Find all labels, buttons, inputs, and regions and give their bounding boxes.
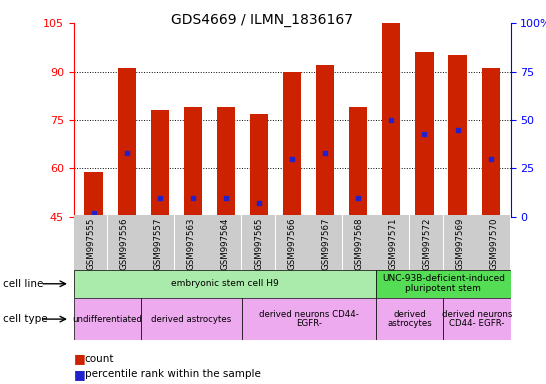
Text: GSM997555: GSM997555 (86, 217, 95, 270)
Bar (283, 71, 301, 217)
Text: percentile rank within the sample: percentile rank within the sample (85, 369, 260, 379)
Bar (217, 107, 235, 217)
Text: GDS4669 / ILMN_1836167: GDS4669 / ILMN_1836167 (171, 13, 353, 27)
Text: count: count (85, 354, 114, 364)
Text: derived neurons
CD44- EGFR-: derived neurons CD44- EGFR- (442, 310, 512, 328)
Text: GSM997556: GSM997556 (120, 217, 129, 270)
Text: derived neurons CD44-
EGFR-: derived neurons CD44- EGFR- (259, 310, 359, 328)
Text: GSM997557: GSM997557 (153, 217, 162, 270)
Text: undifferentiated: undifferentiated (73, 314, 143, 324)
Bar (443, 298, 511, 340)
Bar (117, 68, 136, 217)
Bar (376, 215, 410, 292)
Point (122, 150, 131, 156)
Bar (376, 298, 443, 340)
Bar (209, 215, 241, 292)
Point (188, 195, 197, 201)
Bar (376, 270, 511, 298)
Bar (175, 215, 208, 292)
Bar (444, 215, 477, 292)
Bar (74, 298, 141, 340)
Bar (85, 172, 103, 217)
Text: cell type: cell type (3, 314, 48, 324)
Point (420, 131, 429, 137)
Bar (477, 215, 510, 292)
Text: GSM997572: GSM997572 (422, 217, 431, 270)
Bar (448, 55, 467, 217)
Text: derived
astrocytes: derived astrocytes (387, 310, 432, 328)
Bar (416, 52, 434, 217)
Bar (382, 23, 400, 217)
Bar (141, 298, 242, 340)
Bar (184, 107, 202, 217)
Bar (316, 65, 334, 217)
Bar (349, 107, 367, 217)
Bar (242, 298, 376, 340)
Bar (482, 68, 500, 217)
Bar (151, 110, 169, 217)
Bar (410, 215, 443, 292)
Point (387, 117, 396, 123)
Text: GSM997570: GSM997570 (489, 217, 498, 270)
Text: GSM997564: GSM997564 (221, 217, 229, 270)
Text: derived astrocytes: derived astrocytes (151, 314, 232, 324)
Bar (74, 270, 376, 298)
Bar (141, 215, 174, 292)
Text: GSM997565: GSM997565 (254, 217, 263, 270)
Point (486, 156, 495, 162)
Text: cell line: cell line (3, 279, 43, 289)
Text: GSM997563: GSM997563 (187, 217, 196, 270)
Point (288, 156, 296, 162)
Text: GSM997569: GSM997569 (455, 217, 465, 270)
Bar (250, 114, 268, 217)
Bar (242, 215, 275, 292)
Point (321, 150, 330, 156)
Point (254, 200, 263, 207)
Bar (309, 215, 342, 292)
Text: ■: ■ (74, 353, 86, 366)
Bar (108, 215, 140, 292)
Bar (276, 215, 308, 292)
Point (453, 127, 462, 133)
Text: embryonic stem cell H9: embryonic stem cell H9 (171, 279, 279, 288)
Text: GSM997567: GSM997567 (321, 217, 330, 270)
Text: GSM997571: GSM997571 (388, 217, 397, 270)
Point (354, 195, 363, 201)
Bar (343, 215, 376, 292)
Text: ■: ■ (74, 368, 86, 381)
Point (222, 195, 230, 201)
Text: UNC-93B-deficient-induced
pluripotent stem: UNC-93B-deficient-induced pluripotent st… (382, 275, 505, 293)
Text: GSM997566: GSM997566 (288, 217, 296, 270)
Point (89, 210, 98, 216)
Point (156, 195, 164, 201)
Bar (74, 215, 107, 292)
Text: GSM997568: GSM997568 (355, 217, 364, 270)
